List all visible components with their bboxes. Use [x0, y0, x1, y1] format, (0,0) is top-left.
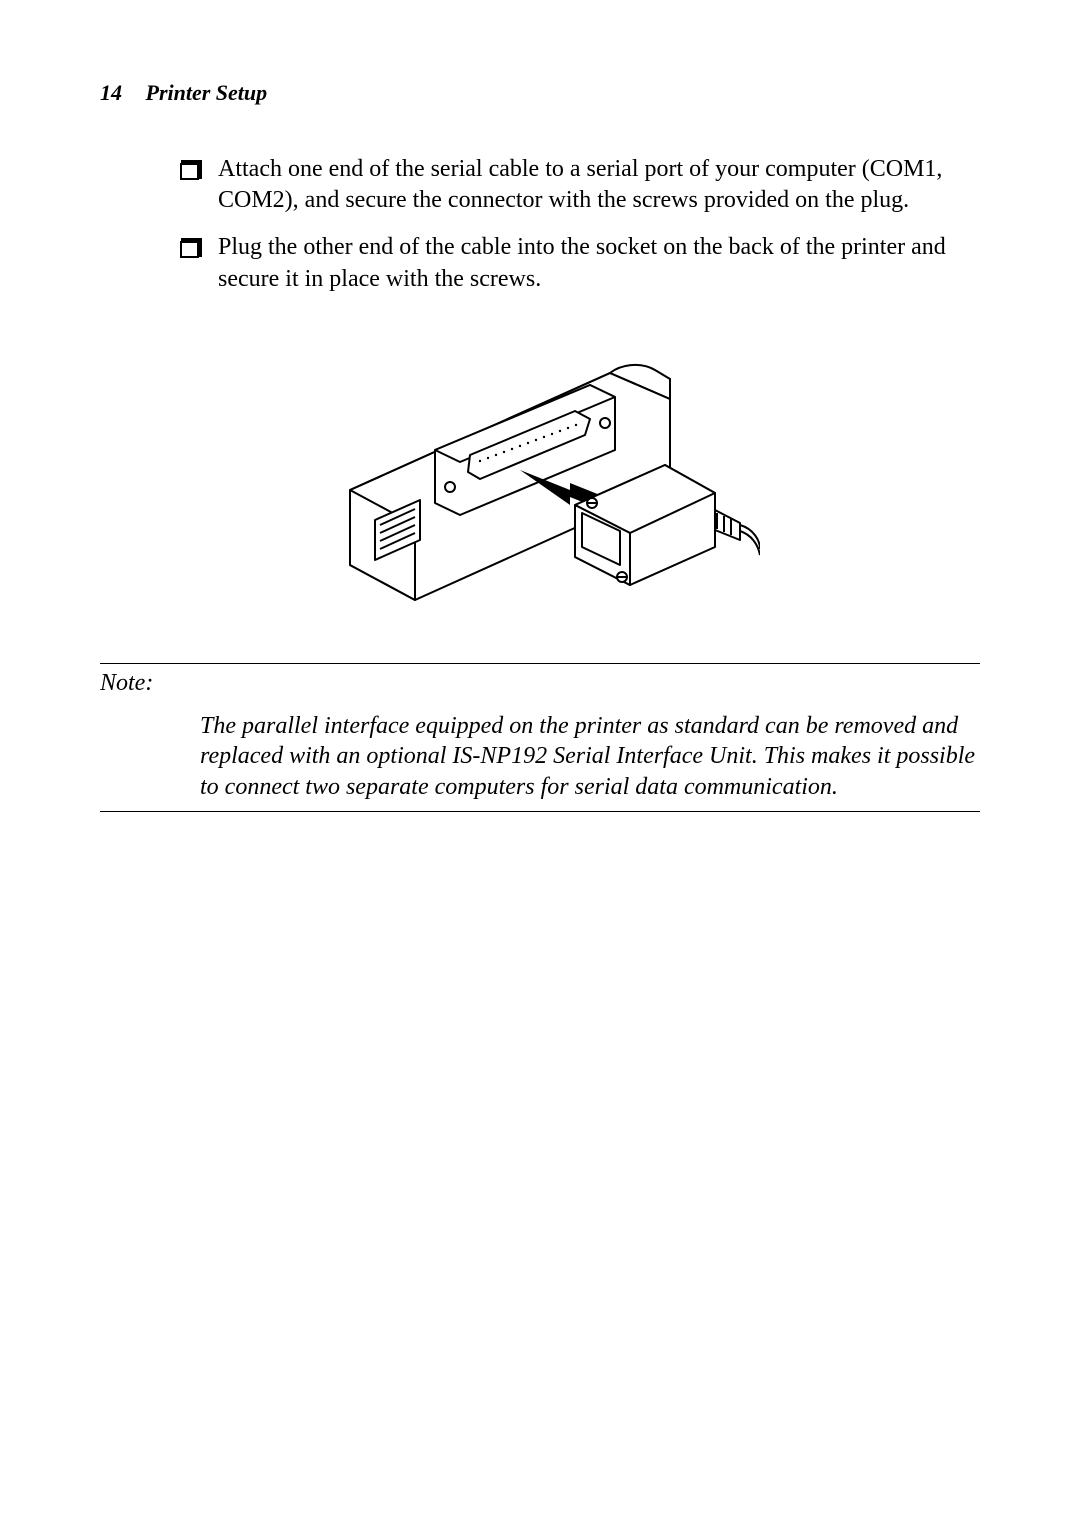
- section-title: Printer Setup: [146, 80, 268, 105]
- bullet-text-2: Plug the other end of the cable into the…: [218, 232, 980, 294]
- divider: [100, 811, 980, 812]
- page-header: 14 Printer Setup: [100, 80, 980, 106]
- checkbox-icon: [180, 237, 202, 259]
- serial-cable-diagram: [320, 335, 760, 603]
- list-item: Plug the other end of the cable into the…: [180, 232, 980, 294]
- checkbox-icon: [180, 159, 202, 181]
- bullet-list: Attach one end of the serial cable to a …: [100, 154, 980, 295]
- note-body: The parallel interface equipped on the p…: [100, 711, 980, 803]
- divider: [100, 663, 980, 664]
- note-label: Note:: [100, 670, 980, 697]
- page-number: 14: [100, 80, 122, 105]
- note-section: Note: The parallel interface equipped on…: [100, 663, 980, 812]
- list-item: Attach one end of the serial cable to a …: [180, 154, 980, 216]
- bullet-text-1: Attach one end of the serial cable to a …: [218, 154, 980, 216]
- figure-container: [100, 335, 980, 603]
